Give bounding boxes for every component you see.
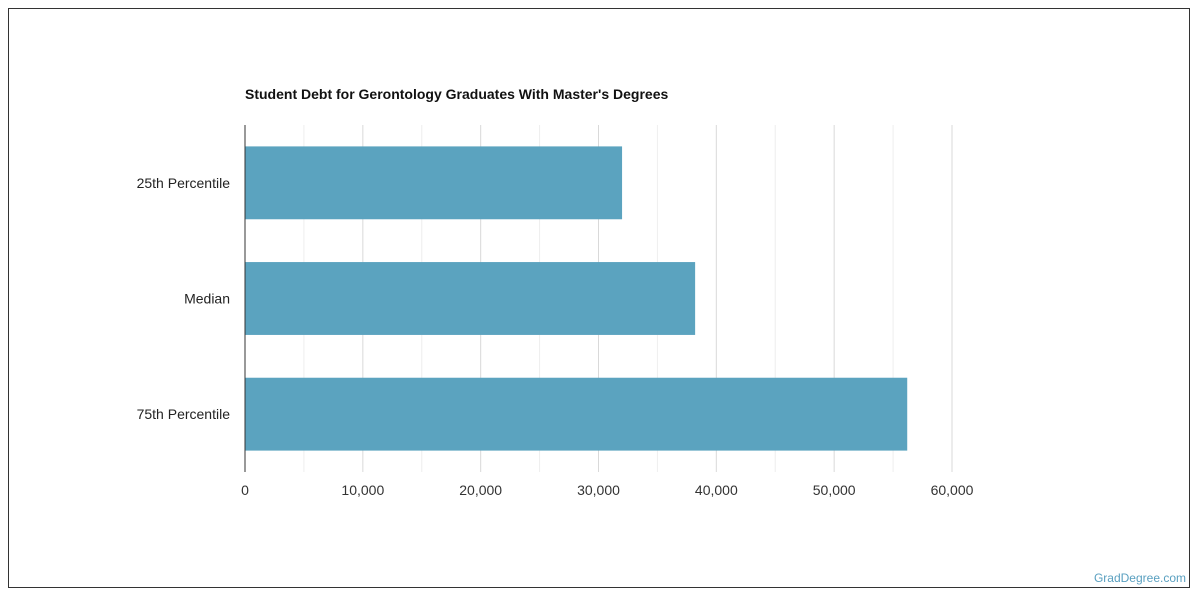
- chart-title: Student Debt for Gerontology Graduates W…: [245, 86, 669, 102]
- x-tick-label: 30,000: [577, 482, 620, 498]
- x-tick-label: 0: [241, 482, 249, 498]
- x-tick-label: 50,000: [813, 482, 856, 498]
- site-watermark[interactable]: GradDegree.com: [1093, 571, 1186, 585]
- category-label: 75th Percentile: [137, 406, 231, 422]
- x-tick-label: 10,000: [341, 482, 384, 498]
- x-tick-label: 40,000: [695, 482, 738, 498]
- bar-1: [245, 262, 696, 335]
- bar-0: [245, 146, 623, 220]
- x-tick-label: 60,000: [931, 482, 974, 498]
- category-label: Median: [184, 291, 230, 307]
- category-label: 25th Percentile: [137, 175, 231, 191]
- bar-2: [245, 377, 908, 451]
- x-tick-label: 20,000: [459, 482, 502, 498]
